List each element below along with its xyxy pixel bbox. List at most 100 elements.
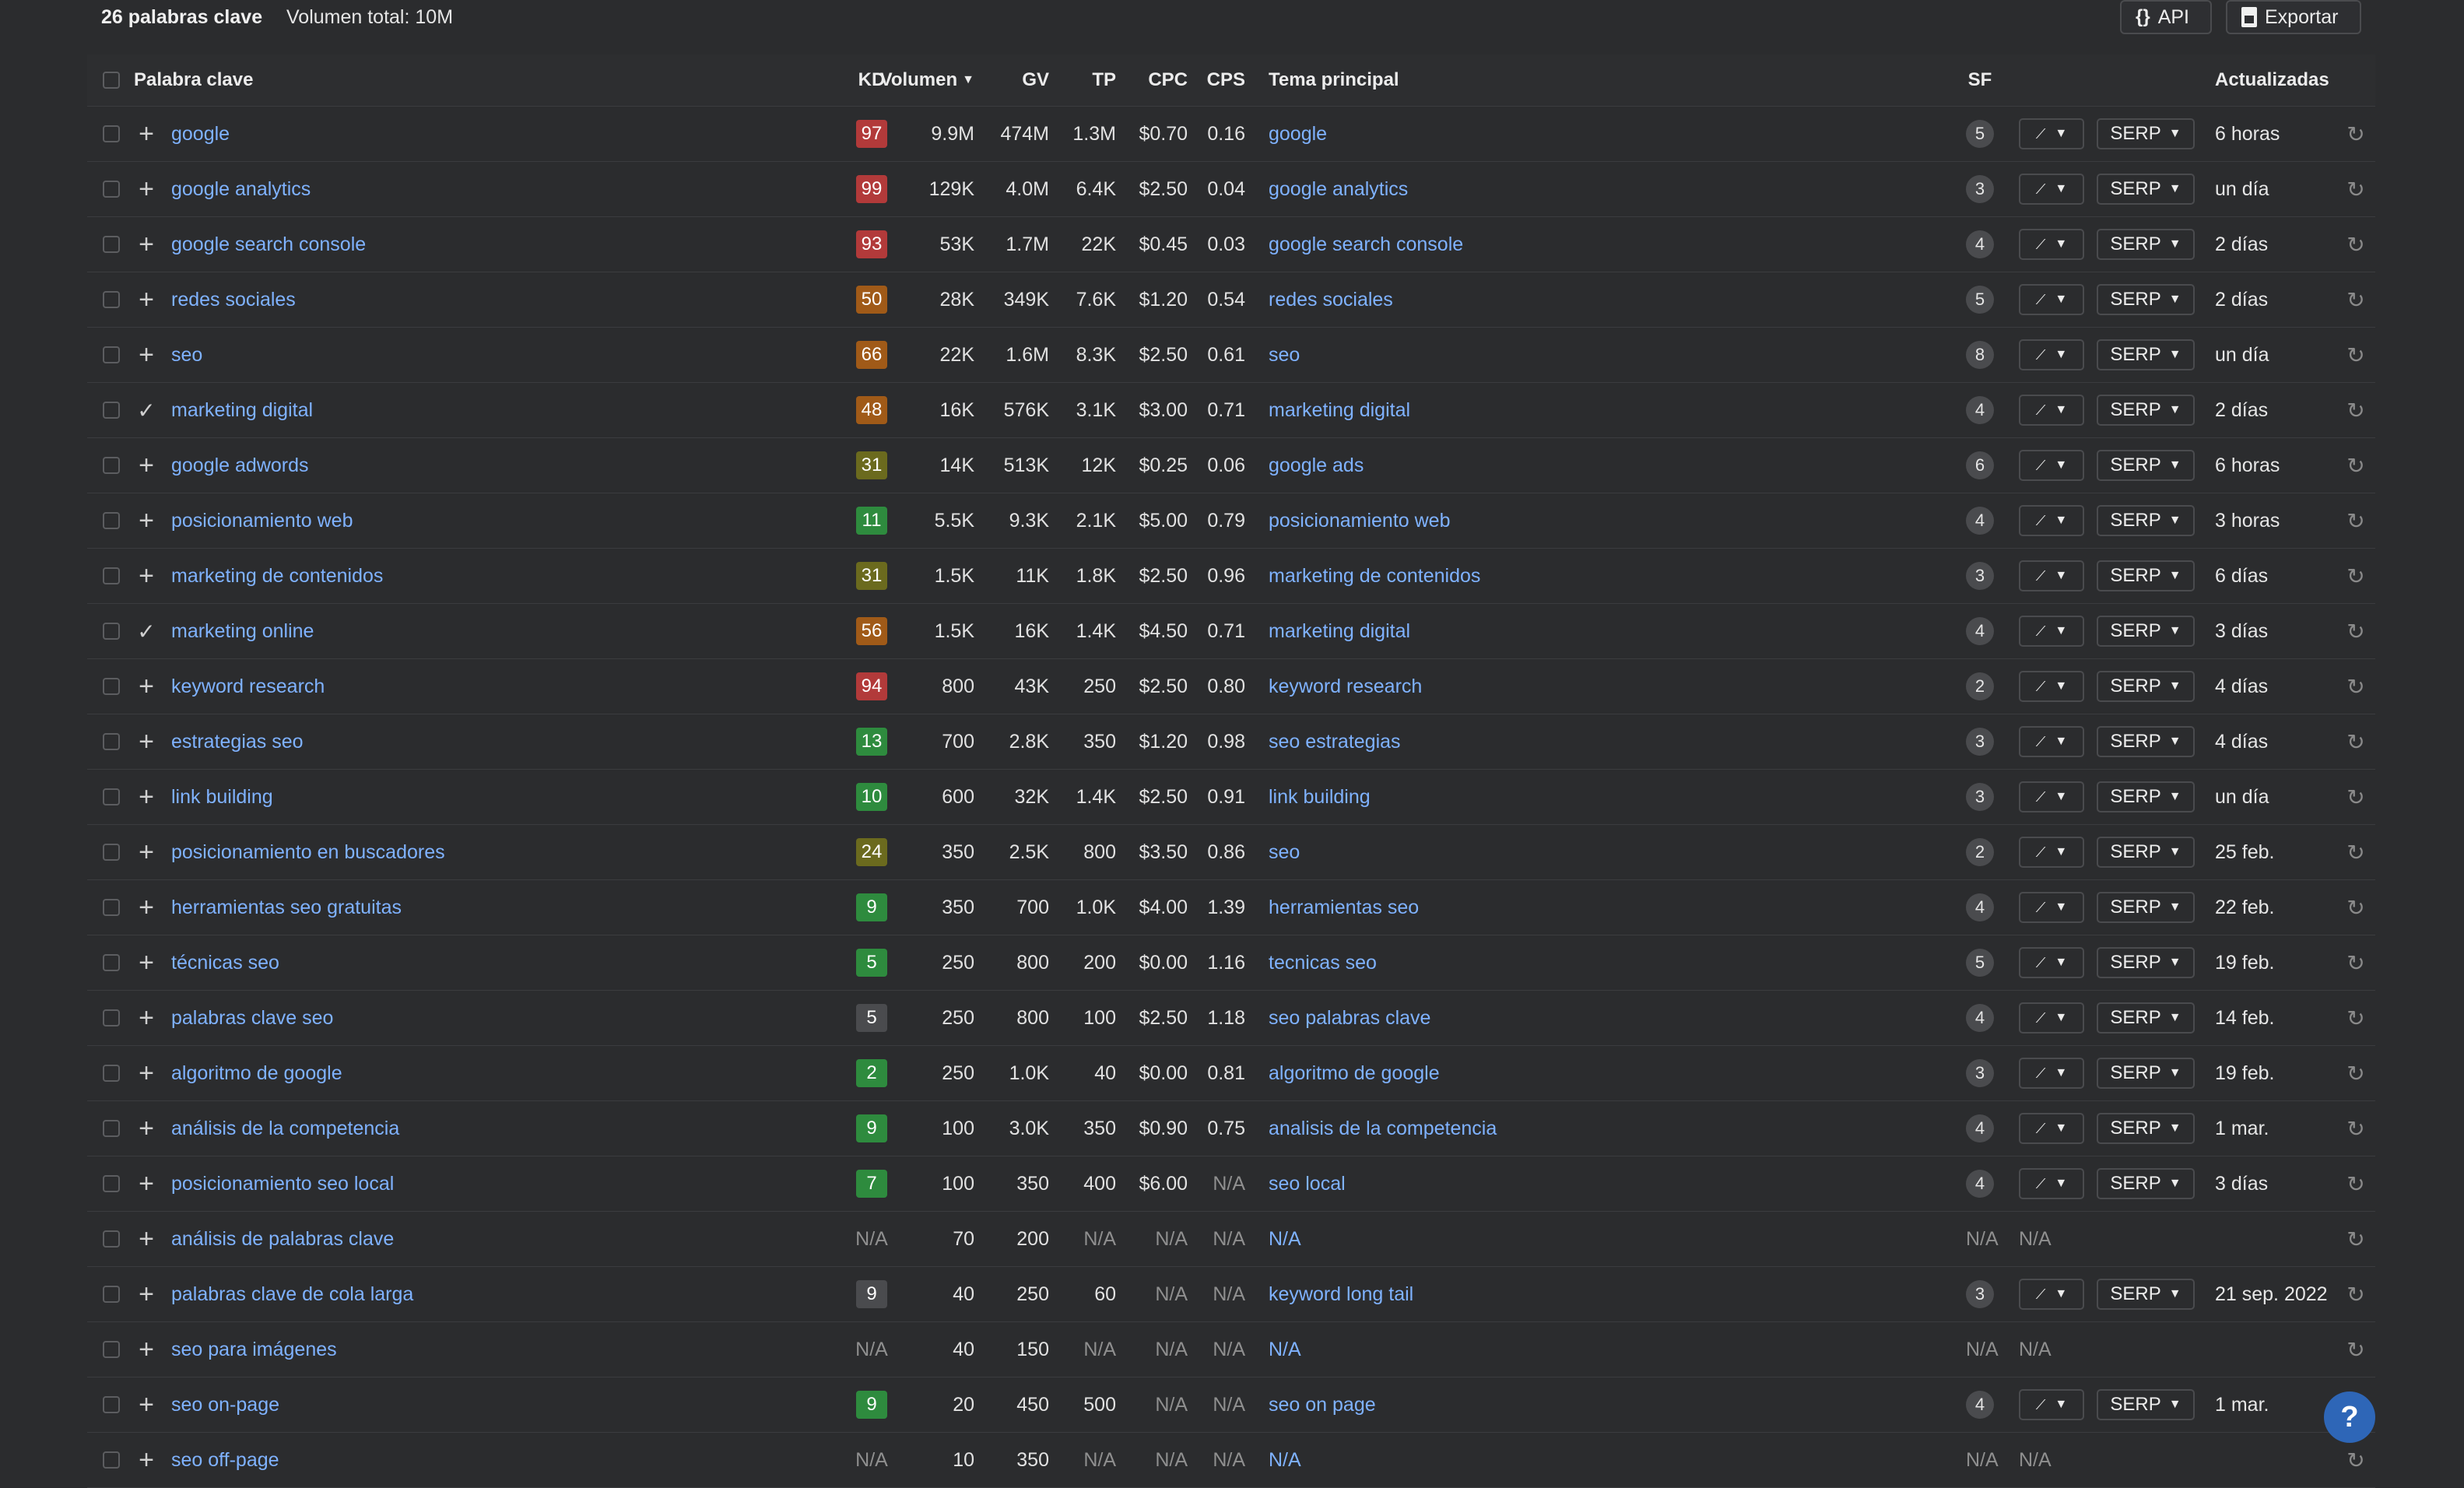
serp-features-badge[interactable]: 3 [1966,1059,1994,1087]
parent-topic-link[interactable]: herramientas seo [1269,896,1420,918]
refresh-icon[interactable]: ↻ [2346,1061,2365,1086]
serp-features-badge[interactable]: 3 [1966,783,1994,811]
add-to-list-icon[interactable]: + [139,1334,154,1364]
serp-features-badge[interactable]: 4 [1966,1114,1994,1142]
refresh-icon[interactable]: ↻ [2346,674,2365,699]
keyword-link[interactable]: seo on-page [171,1393,280,1416]
trend-dropdown[interactable]: ⟋ ▼ [2019,1113,2084,1144]
col-parent-topic[interactable]: Tema principal [1269,69,1399,90]
parent-topic-link[interactable]: redes sociales [1269,288,1393,311]
row-checkbox[interactable] [103,107,123,161]
serp-features-badge[interactable]: 4 [1966,617,1994,645]
serp-features-badge[interactable]: 3 [1966,175,1994,203]
add-to-list-icon[interactable]: + [139,947,154,977]
add-to-list-icon[interactable]: + [139,118,154,149]
check-icon[interactable]: ✓ [137,619,156,644]
col-cps[interactable]: CPS [1206,69,1245,90]
serp-features-badge[interactable]: 5 [1966,286,1994,314]
parent-topic-link[interactable]: seo estrategias [1269,730,1401,753]
add-to-list-icon[interactable]: + [139,671,154,701]
serp-features-badge[interactable]: 5 [1966,120,1994,148]
keyword-link[interactable]: google analytics [171,177,311,200]
parent-topic-link[interactable]: marketing digital [1269,398,1411,421]
serp-features-badge[interactable]: 3 [1966,728,1994,756]
keyword-link[interactable]: google search console [171,233,367,255]
keyword-link[interactable]: marketing de contenidos [171,564,384,587]
trend-dropdown[interactable]: ⟋ ▼ [2019,671,2084,702]
keyword-link[interactable]: análisis de palabras clave [171,1227,395,1250]
check-icon[interactable]: ✓ [137,398,156,423]
trend-dropdown[interactable]: ⟋ ▼ [2019,174,2084,205]
row-checkbox[interactable] [103,991,123,1045]
parent-topic-link[interactable]: seo on page [1269,1393,1376,1416]
refresh-icon[interactable]: ↻ [2346,950,2365,975]
refresh-icon[interactable]: ↻ [2346,1171,2365,1196]
parent-topic-link[interactable]: google analytics [1269,177,1409,200]
parent-topic-link[interactable]: seo [1269,343,1300,366]
refresh-icon[interactable]: ↻ [2346,1448,2365,1472]
refresh-icon[interactable]: ↻ [2346,1282,2365,1307]
row-checkbox[interactable] [103,935,123,990]
row-checkbox[interactable] [103,770,123,824]
trend-dropdown[interactable]: ⟋ ▼ [2019,284,2084,315]
add-to-list-icon[interactable]: + [139,1389,154,1420]
keyword-link[interactable]: herramientas seo gratuitas [171,896,402,918]
add-to-list-icon[interactable]: + [139,781,154,812]
keyword-link[interactable]: análisis de la competencia [171,1117,400,1139]
row-checkbox[interactable] [103,493,123,548]
row-checkbox[interactable] [103,1377,123,1432]
serp-dropdown[interactable]: SERP ▼ [2097,505,2195,536]
keyword-link[interactable]: redes sociales [171,288,296,311]
refresh-icon[interactable]: ↻ [2346,563,2365,588]
refresh-icon[interactable]: ↻ [2346,177,2365,202]
serp-dropdown[interactable]: SERP ▼ [2097,1168,2195,1199]
add-to-list-icon[interactable]: + [139,1168,154,1198]
serp-dropdown[interactable]: SERP ▼ [2097,616,2195,647]
serp-dropdown[interactable]: SERP ▼ [2097,726,2195,757]
row-checkbox[interactable] [103,880,123,935]
row-checkbox[interactable] [103,438,123,493]
keyword-link[interactable]: posicionamiento en buscadores [171,841,445,863]
export-button[interactable]: Exportar [2226,0,2361,34]
refresh-icon[interactable]: ↻ [2346,895,2365,920]
refresh-icon[interactable]: ↻ [2346,1337,2365,1362]
trend-dropdown[interactable]: ⟋ ▼ [2019,560,2084,591]
serp-features-badge[interactable]: 4 [1966,1391,1994,1419]
col-keyword[interactable]: Palabra clave [134,69,254,90]
trend-dropdown[interactable]: ⟋ ▼ [2019,450,2084,481]
keyword-link[interactable]: marketing online [171,619,314,642]
parent-topic-link[interactable]: google search console [1269,233,1464,255]
parent-topic-link[interactable]: google [1269,122,1328,145]
serp-features-badge[interactable]: 3 [1966,562,1994,590]
row-checkbox[interactable] [103,217,123,272]
refresh-icon[interactable]: ↻ [2346,1116,2365,1141]
parent-topic-link[interactable]: seo [1269,841,1300,863]
row-checkbox[interactable] [103,383,123,437]
col-cpc[interactable]: CPC [1148,69,1188,90]
serp-features-badge[interactable]: 4 [1966,1004,1994,1032]
add-to-list-icon[interactable]: + [139,1223,154,1254]
serp-dropdown[interactable]: SERP ▼ [2097,229,2195,260]
col-gv[interactable]: GV [1022,69,1049,90]
keyword-link[interactable]: google [171,122,230,145]
parent-topic-link[interactable]: seo local [1269,1172,1346,1195]
keyword-link[interactable]: técnicas seo [171,951,279,974]
col-sf[interactable]: SF [1967,69,1992,90]
trend-dropdown[interactable]: ⟋ ▼ [2019,616,2084,647]
refresh-icon[interactable]: ↻ [2346,232,2365,257]
add-to-list-icon[interactable]: + [139,1444,154,1475]
keyword-link[interactable]: estrategias seo [171,730,304,753]
row-checkbox[interactable] [103,659,123,714]
trend-dropdown[interactable]: ⟋ ▼ [2019,892,2084,923]
serp-features-badge[interactable]: 2 [1966,838,1994,866]
keyword-link[interactable]: palabras clave de cola larga [171,1283,414,1305]
add-to-list-icon[interactable]: + [139,892,154,922]
add-to-list-icon[interactable]: + [139,560,154,591]
serp-dropdown[interactable]: SERP ▼ [2097,781,2195,812]
trend-dropdown[interactable]: ⟋ ▼ [2019,505,2084,536]
keyword-link[interactable]: link building [171,785,273,808]
serp-dropdown[interactable]: SERP ▼ [2097,395,2195,426]
row-checkbox[interactable] [103,1156,123,1211]
serp-features-badge[interactable]: 6 [1966,451,1994,479]
keyword-link[interactable]: keyword research [171,675,325,697]
